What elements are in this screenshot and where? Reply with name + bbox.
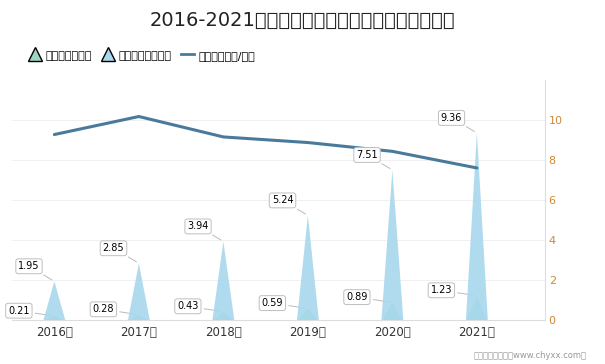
Text: 制图：智研咨询（www.chyxx.com）: 制图：智研咨询（www.chyxx.com） — [474, 351, 587, 360]
Text: 0.28: 0.28 — [93, 304, 136, 314]
Polygon shape — [213, 312, 234, 320]
Text: 0.89: 0.89 — [346, 292, 390, 302]
Text: 7.51: 7.51 — [356, 150, 390, 169]
Legend: 业务量（亿件）, 业务收入（亿元）, 平均单价（元/件）: 业务量（亿件）, 业务收入（亿元）, 平均单价（元/件） — [24, 46, 260, 65]
Text: 0.43: 0.43 — [177, 301, 221, 311]
Text: 1.23: 1.23 — [431, 285, 474, 295]
Text: 9.36: 9.36 — [441, 113, 474, 131]
Text: 3.94: 3.94 — [188, 221, 221, 240]
Text: 0.21: 0.21 — [8, 306, 51, 316]
Text: 5.24: 5.24 — [272, 195, 306, 214]
Polygon shape — [129, 315, 149, 320]
Polygon shape — [466, 133, 488, 320]
Polygon shape — [44, 281, 65, 320]
Text: 2016-2021年宿州市快递业务量及业务收入统计图: 2016-2021年宿州市快递业务量及业务收入统计图 — [149, 11, 456, 30]
Polygon shape — [44, 316, 65, 320]
Text: 0.59: 0.59 — [261, 298, 305, 308]
Polygon shape — [298, 309, 318, 320]
Polygon shape — [466, 296, 487, 320]
Polygon shape — [381, 170, 404, 320]
Polygon shape — [128, 263, 150, 320]
Polygon shape — [297, 215, 319, 320]
Polygon shape — [382, 302, 402, 320]
Text: 2.85: 2.85 — [103, 243, 137, 262]
Polygon shape — [212, 241, 234, 320]
Text: 1.95: 1.95 — [18, 261, 52, 280]
